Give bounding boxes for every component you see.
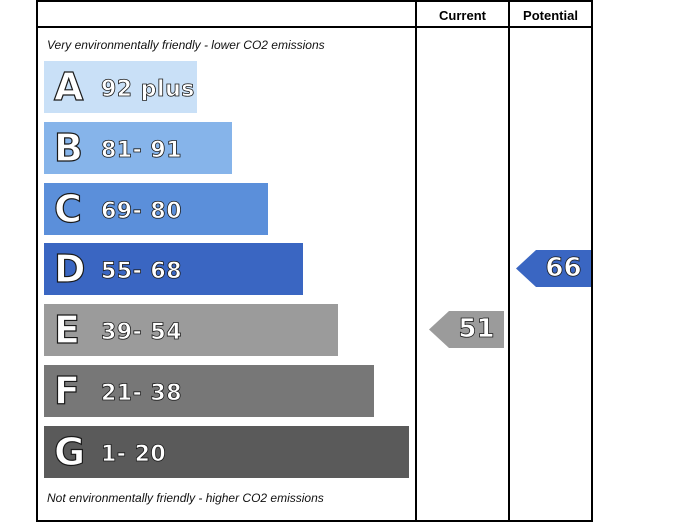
bottom-note: Not environmentally friendly - higher CO…: [47, 491, 324, 505]
band-a: A 92 plus: [44, 61, 197, 113]
band-range: 21- 38: [101, 381, 183, 407]
top-note: Very environmentally friendly - lower CO…: [47, 38, 325, 52]
potential-rating-arrow: 66: [516, 250, 591, 288]
potential-arrow-shape: [516, 250, 591, 288]
current-column-divider: [415, 0, 417, 522]
band-range: 1- 20: [101, 441, 167, 467]
band-d: D 55- 68: [44, 243, 303, 296]
band-letter: F: [53, 368, 80, 413]
band-letter: E: [53, 308, 80, 353]
band-letter: A: [53, 64, 84, 109]
band-letter: D: [53, 247, 86, 292]
band-range: 55- 68: [101, 259, 183, 285]
band-c: C 69- 80: [44, 182, 268, 235]
band-letter: B: [53, 125, 83, 170]
table-top-border: [36, 0, 593, 2]
current-rating-value: 51: [458, 314, 495, 345]
header-divider: [36, 26, 593, 28]
band-range: 39- 54: [101, 320, 183, 346]
band-range: 69- 80: [101, 198, 183, 224]
band-b: B 81- 91: [44, 121, 233, 174]
band-f: F 21- 38: [44, 365, 374, 417]
current-column-header: Current: [439, 8, 486, 23]
band-g: G 1- 20: [44, 425, 409, 478]
chart-frame: [36, 0, 593, 522]
band-range: 92 plus: [101, 77, 195, 103]
potential-column-divider: [508, 0, 510, 522]
band-letter: G: [53, 429, 86, 474]
potential-column-header: Potential: [523, 8, 578, 23]
band-e: E 39- 54: [44, 304, 339, 357]
current-rating-arrow: 51: [429, 311, 504, 349]
band-letter: C: [53, 186, 82, 231]
potential-rating-value: 66: [545, 253, 582, 284]
band-range: 81- 91: [101, 137, 183, 163]
current-arrow-shape: [429, 311, 504, 349]
